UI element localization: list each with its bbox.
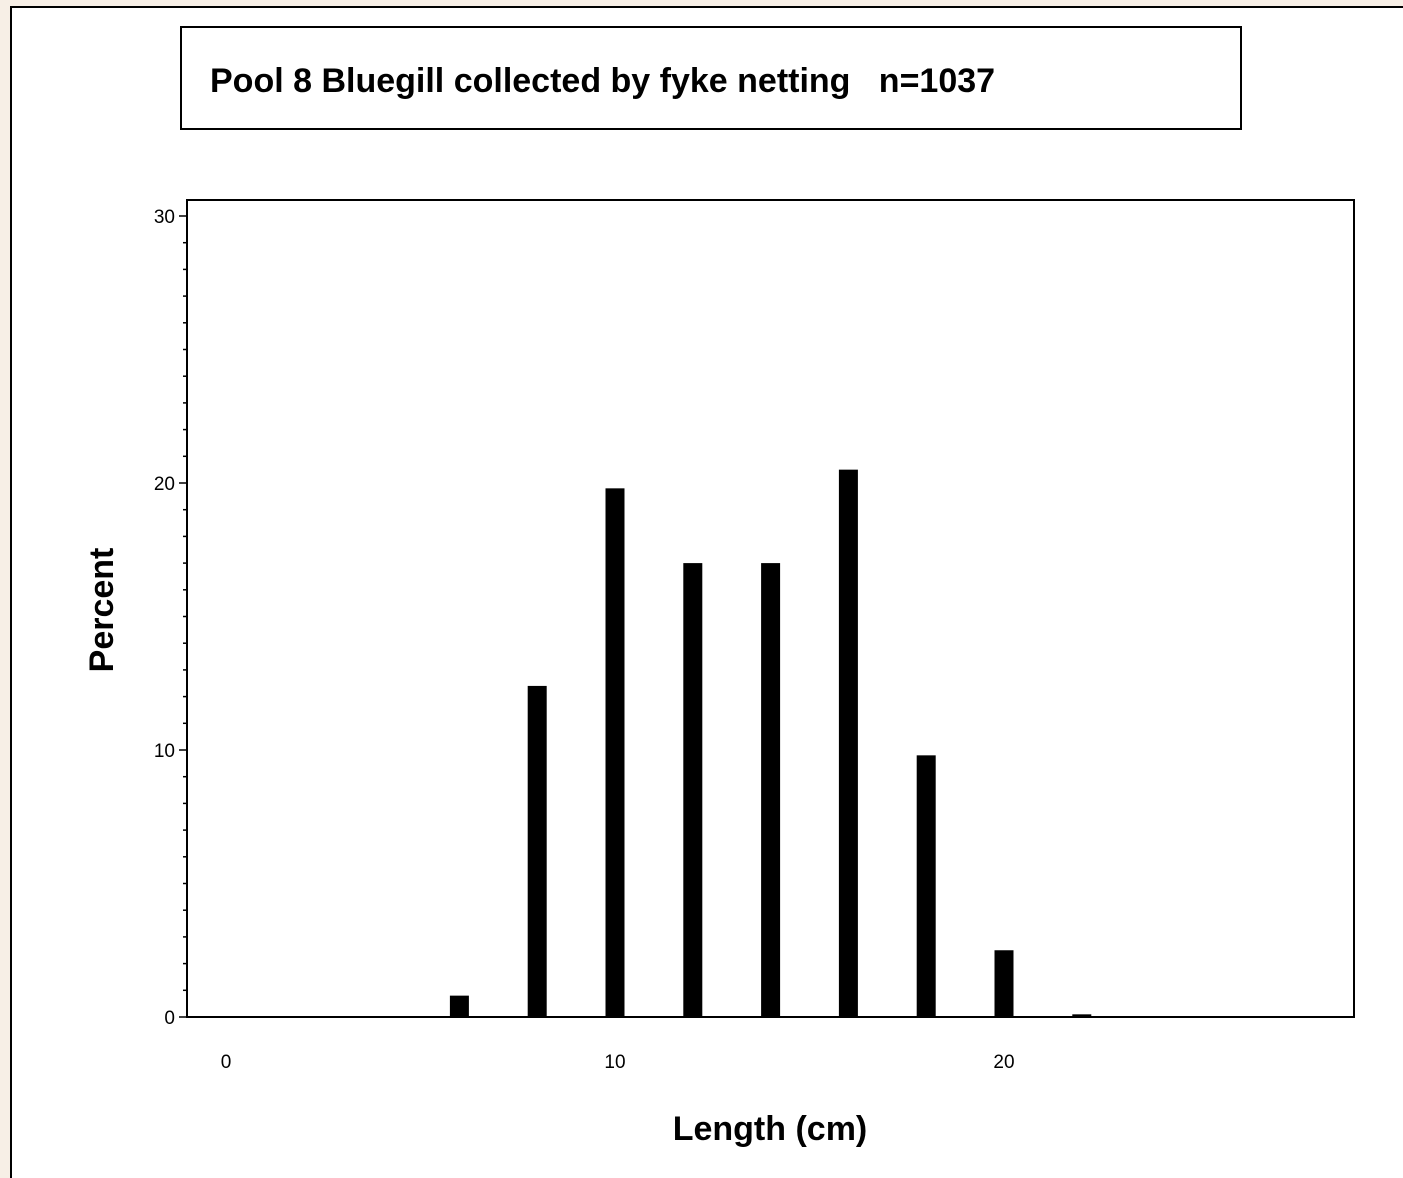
x-axis-label: Length (cm) xyxy=(673,1110,868,1148)
bar xyxy=(605,488,625,1018)
x-tick-label: 20 xyxy=(993,1052,1014,1073)
bar xyxy=(1072,1014,1092,1017)
bar xyxy=(994,950,1014,1017)
y-tick-label: 20 xyxy=(154,474,175,495)
x-axis: 0 10 20 xyxy=(221,1052,1015,1073)
bar xyxy=(916,755,936,1017)
y-axis: 0 10 20 30 xyxy=(154,207,187,1029)
bar xyxy=(449,995,469,1017)
title-box xyxy=(180,26,1242,130)
y-tick-label: 30 xyxy=(154,207,175,228)
chart-frame xyxy=(10,6,1403,1178)
y-tick-label: 10 xyxy=(154,741,175,762)
bar xyxy=(527,685,547,1017)
x-tick-label: 10 xyxy=(604,1052,625,1073)
x-tick-label: 0 xyxy=(221,1052,232,1073)
chart-title: Pool 8 Bluegill collected by fyke nettin… xyxy=(210,62,995,100)
bar xyxy=(838,469,858,1017)
y-axis-label: Percent xyxy=(83,548,121,673)
bar xyxy=(683,563,703,1017)
y-tick-label: 0 xyxy=(164,1008,175,1029)
bar xyxy=(761,563,781,1017)
bars xyxy=(449,469,1092,1018)
